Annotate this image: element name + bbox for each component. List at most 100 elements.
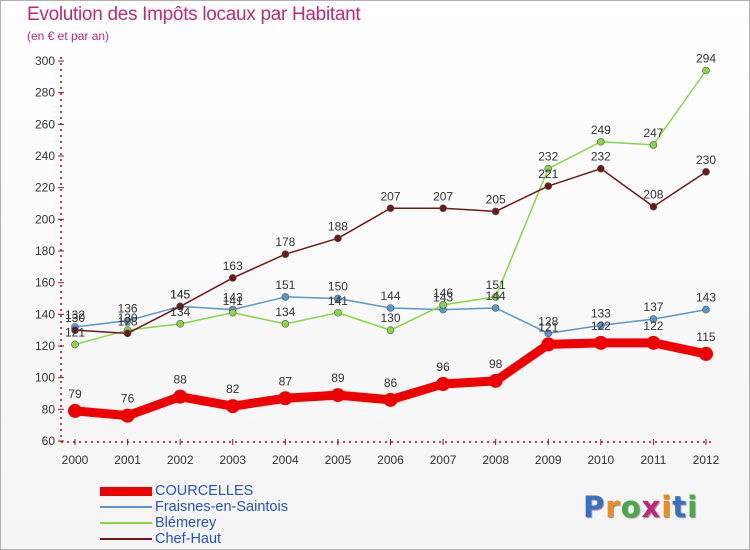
data-point-fraisnes-en-saintois [597,321,605,330]
data-label-bl-merey: 146 [433,286,453,300]
legend-swatch [100,538,152,540]
legend-swatch [100,506,152,508]
data-point-bl-merey [439,301,447,309]
data-point-courcelles [593,335,608,350]
data-label-courcelles: 122 [643,319,663,333]
data-point-fraisnes-en-saintois [334,294,342,303]
x-tick-label: 2007 [430,453,457,467]
data-point-fraisnes-en-saintois [702,305,710,314]
logo-letter: i [687,490,699,524]
legend-label: COURCELLES [155,483,254,499]
data-point-chef-haut [71,326,79,334]
data-point-courcelles [68,403,82,418]
data-point-chef-haut [491,207,500,216]
y-tick-label: 160 [35,276,55,290]
data-point-courcelles [541,337,556,352]
data-label-fraisnes-en-saintois: 133 [591,306,611,320]
y-tick-label: 200 [35,212,55,226]
data-label-fraisnes-en-saintois: 143 [223,291,243,305]
data-label-courcelles: 79 [68,387,82,401]
data-point-chef-haut [649,202,658,211]
data-point-bl-merey [702,66,710,75]
data-label-bl-merey: 134 [275,305,295,319]
logo-letter: x [641,490,662,524]
data-label-fraisnes-en-saintois: 150 [328,280,348,294]
data-label-fraisnes-en-saintois: 137 [643,300,663,314]
data-point-chef-haut [228,274,237,282]
data-point-chef-haut [702,168,710,176]
data-label-chef-haut: 230 [696,153,716,167]
data-point-bl-merey [386,326,395,334]
data-label-bl-merey: 130 [380,311,400,325]
data-label-fraisnes-en-saintois: 151 [275,278,295,292]
data-label-chef-haut: 207 [380,189,400,203]
data-point-courcelles [383,392,398,407]
y-tick-label: 240 [35,149,55,163]
data-label-chef-haut: 128 [118,314,138,328]
data-label-courcelles: 88 [173,373,187,387]
x-tick-label: 2006 [377,453,404,467]
data-point-bl-merey [597,137,605,146]
data-point-bl-merey [649,141,658,149]
data-label-courcelles: 86 [384,376,398,390]
data-point-courcelles [330,388,345,403]
data-point-chef-haut [334,234,342,243]
data-label-courcelles: 115 [696,330,715,344]
data-label-bl-merey: 294 [696,52,716,66]
data-label-chef-haut: 207 [433,189,453,203]
data-label-bl-merey: 130 [118,311,138,325]
data-point-courcelles [699,346,713,361]
data-label-bl-merey: 134 [170,305,190,319]
data-point-fraisnes-en-saintois [123,316,132,325]
data-label-courcelles: 122 [591,319,611,333]
chart-subtitle: (en € et par an) [27,29,110,43]
legend-swatch [100,486,152,496]
data-point-chef-haut [386,204,395,213]
data-label-fraisnes-en-saintois: 132 [65,308,85,322]
data-label-chef-haut: 163 [223,259,243,273]
data-label-bl-merey: 121 [65,325,85,339]
data-label-bl-merey: 141 [328,294,348,308]
data-label-chef-haut: 188 [328,219,348,233]
x-tick-label: 2008 [482,453,509,467]
data-label-chef-haut: 232 [591,150,611,164]
y-tick-label: 280 [35,86,55,100]
x-tick-label: 2004 [272,453,299,467]
data-point-chef-haut [176,302,184,311]
data-label-courcelles: 87 [279,374,293,388]
data-label-fraisnes-en-saintois: 144 [486,289,506,303]
y-tick-label: 100 [35,371,55,385]
data-point-courcelles [436,377,451,391]
data-label-bl-merey: 151 [486,278,506,292]
y-tick-label: 140 [35,307,55,321]
y-tick-label: 300 [35,54,55,68]
data-label-courcelles: 89 [331,371,345,385]
data-point-fraisnes-en-saintois [649,315,658,323]
data-label-chef-haut: 130 [65,311,85,325]
y-tick-label: 260 [35,117,55,131]
legend-label: Fraisnes-en-Saintois [155,499,288,515]
data-point-chef-haut [281,250,290,258]
x-tick-label: 2001 [114,453,141,467]
data-point-chef-haut [597,164,605,173]
logo-letter: P [583,490,606,524]
y-tick-label: 60 [42,434,56,448]
data-label-chef-haut: 145 [170,287,190,301]
data-point-bl-merey [71,340,79,349]
legend-label: Chef-Haut [155,531,222,547]
logo-letter: o [620,490,642,524]
x-tick-label: 2003 [219,453,246,467]
data-label-bl-merey: 141 [223,294,243,308]
logo-letter: r [605,490,621,524]
data-label-chef-haut: 205 [486,192,506,206]
data-point-chef-haut [123,329,132,338]
data-point-courcelles [225,399,240,414]
data-label-courcelles: 82 [226,382,240,396]
x-tick-label: 2000 [62,453,89,467]
data-point-bl-merey [334,308,342,317]
proxiti-logo: Proxiti [583,490,698,524]
data-point-fraisnes-en-saintois [386,304,395,312]
y-tick-label: 80 [42,402,56,416]
